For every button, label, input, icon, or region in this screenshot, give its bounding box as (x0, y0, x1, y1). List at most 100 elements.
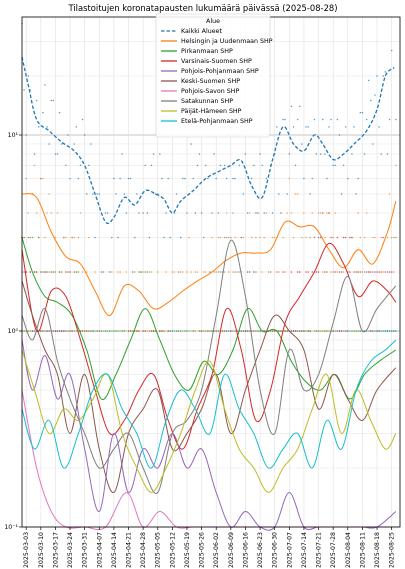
series-line (21, 339, 397, 469)
daily-point (326, 271, 328, 273)
daily-point (56, 212, 59, 214)
daily-point (349, 236, 351, 239)
daily-point (217, 236, 220, 239)
daily-point (179, 330, 182, 332)
daily-point (307, 271, 309, 273)
x-tick-label: 2025-04-28 (140, 532, 147, 568)
daily-point (307, 126, 309, 128)
daily-point (265, 177, 268, 180)
daily-point (136, 193, 138, 195)
daily-point (253, 271, 255, 273)
daily-point (359, 271, 362, 273)
daily-point (29, 330, 32, 332)
daily-point (286, 330, 288, 332)
daily-point (88, 236, 90, 239)
daily-point (156, 271, 159, 273)
daily-point (319, 330, 322, 332)
daily-point (349, 330, 351, 332)
daily-point (390, 49, 393, 52)
daily-point (347, 330, 349, 332)
legend-label: Pohjois-Pohjanmaan SHP (181, 68, 259, 75)
daily-point (215, 330, 217, 332)
daily-point (108, 330, 111, 332)
daily-point (123, 330, 126, 332)
daily-point (42, 111, 44, 114)
daily-point (257, 330, 259, 332)
daily-point (357, 212, 359, 214)
daily-point (351, 236, 353, 239)
daily-point (94, 271, 96, 273)
daily-point (244, 153, 247, 155)
daily-point (246, 271, 249, 273)
daily-point (50, 99, 52, 102)
daily-point (388, 271, 391, 273)
daily-point (263, 212, 266, 214)
daily-point (344, 330, 347, 332)
daily-point (73, 236, 75, 239)
daily-point (27, 75, 30, 77)
daily-point (305, 236, 307, 239)
daily-point (342, 236, 345, 239)
x-tick-label: 2025-03-10 (38, 532, 45, 568)
daily-point (111, 271, 113, 273)
daily-point (69, 271, 71, 273)
daily-point (315, 330, 318, 332)
daily-point (359, 111, 362, 114)
daily-point (392, 236, 395, 239)
x-tick-label: 2025-08-11 (359, 532, 366, 568)
daily-point (242, 236, 245, 239)
daily-point (33, 271, 36, 273)
daily-point (378, 271, 380, 273)
daily-point (33, 330, 36, 332)
daily-point (386, 236, 389, 239)
daily-point (37, 236, 40, 239)
daily-point (90, 143, 92, 145)
daily-point (125, 212, 128, 214)
series-line (21, 56, 395, 225)
daily-point (303, 330, 305, 332)
daily-point (177, 271, 180, 273)
daily-point (194, 212, 197, 214)
daily-point (267, 271, 270, 273)
daily-point (286, 193, 288, 195)
daily-point (359, 330, 362, 332)
daily-point (330, 118, 332, 121)
daily-point (58, 111, 61, 114)
daily-point (46, 330, 48, 332)
daily-point (376, 271, 378, 273)
x-tick-label: 2025-03-24 (67, 532, 74, 568)
daily-point (150, 164, 153, 167)
daily-point (395, 330, 397, 332)
daily-point (276, 271, 278, 273)
daily-point (27, 330, 30, 332)
daily-point (317, 271, 320, 273)
daily-point (225, 177, 228, 180)
daily-point (54, 271, 57, 273)
daily-point (207, 330, 209, 332)
daily-point (367, 271, 370, 273)
daily-point (376, 330, 378, 332)
daily-point (390, 330, 393, 332)
daily-point (250, 236, 253, 239)
daily-point (148, 271, 151, 273)
daily-point (60, 143, 63, 145)
daily-point (328, 330, 330, 332)
x-tick-label: 2025-08-25 (389, 532, 396, 568)
daily-point (79, 212, 82, 214)
daily-point (280, 212, 282, 214)
daily-point (299, 105, 301, 108)
daily-point (129, 177, 132, 180)
daily-point (359, 236, 362, 239)
daily-point (309, 330, 311, 332)
daily-point (81, 330, 84, 332)
daily-point (44, 84, 46, 86)
daily-point (273, 236, 276, 239)
daily-point (313, 236, 316, 239)
daily-point (119, 271, 121, 273)
daily-point (340, 271, 343, 273)
daily-point (363, 271, 366, 273)
daily-point (246, 330, 249, 332)
x-tick-label: 2025-03-31 (82, 532, 89, 568)
daily-point (85, 330, 88, 332)
